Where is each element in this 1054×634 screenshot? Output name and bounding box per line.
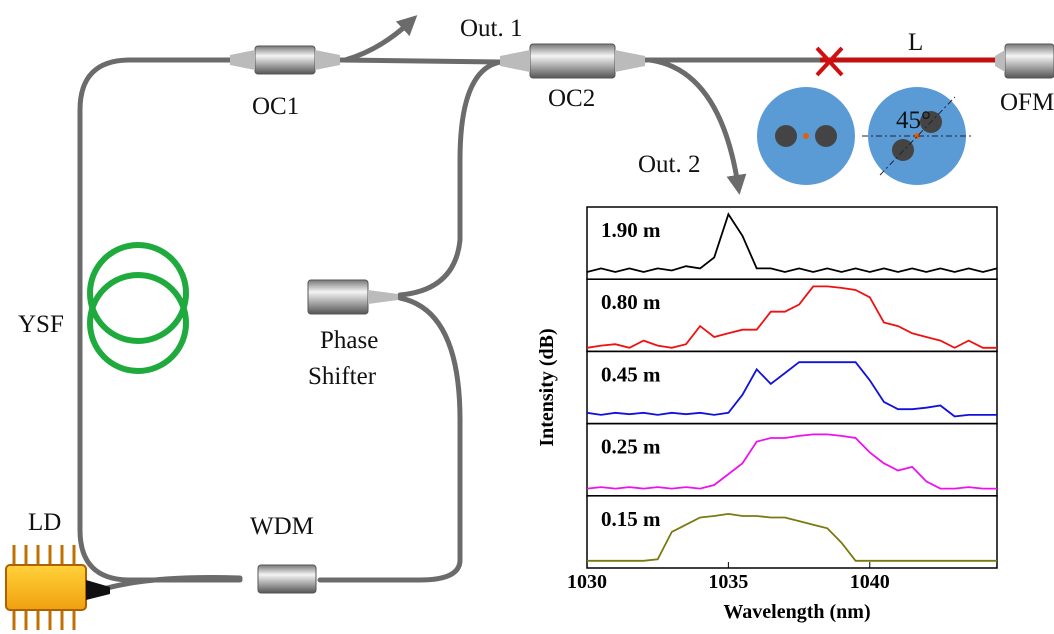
label: Shifter: [308, 363, 377, 390]
diagram: Out. 1 OC1 OC2 L OFM 45° Out. 2 YSF Phas…: [0, 0, 1054, 634]
label: 45°: [896, 107, 931, 134]
label: OC2: [548, 85, 595, 112]
label: LD: [28, 509, 61, 536]
x-axis-title: Wavelength (nm): [723, 601, 870, 623]
x-tick-label: 1035: [708, 571, 748, 593]
panel-label: 0.25 m: [601, 435, 661, 459]
label: L: [908, 29, 923, 56]
panel-label: 0.15 m: [601, 507, 661, 531]
label: Out. 2: [638, 151, 701, 178]
panel-label: 1.90 m: [601, 218, 661, 242]
label: YSF: [18, 311, 64, 338]
x-tick-label: 1040: [850, 571, 890, 593]
label: Out. 1: [460, 15, 523, 42]
panel-label: 0.80 m: [601, 290, 661, 314]
label: Phase: [320, 327, 378, 354]
label: WDM: [250, 513, 314, 540]
panel-label: 0.45 m: [601, 362, 661, 386]
x-tick-label: 1030: [567, 571, 607, 593]
fibers: [80, 22, 995, 590]
y-axis-title: Intensity (dB): [536, 328, 558, 446]
label: OFM: [1000, 89, 1054, 116]
label: OC1: [252, 93, 299, 120]
